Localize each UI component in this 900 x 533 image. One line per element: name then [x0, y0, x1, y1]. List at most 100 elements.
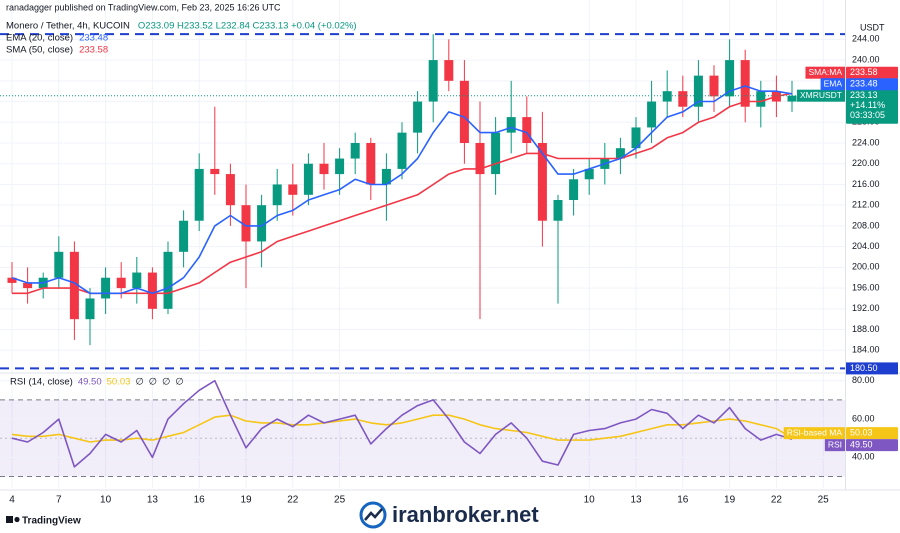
x-tick-label: 22: [771, 495, 783, 506]
rsi-legend-value: 49.50: [78, 377, 102, 388]
brand: TradingView: [22, 516, 81, 527]
price-tag-name: EMA: [824, 78, 843, 88]
watermark-icon: [364, 508, 383, 521]
candle-body: [475, 143, 485, 175]
candle-body: [241, 205, 251, 242]
candle-body: [54, 251, 64, 278]
candle-body: [397, 132, 407, 169]
price-tag-box: [846, 89, 898, 124]
rsi-legend-value: ∅: [135, 377, 143, 388]
rsi-legend-value: ∅: [149, 377, 157, 388]
watermark-icon: [359, 501, 387, 529]
y-tick-label: 240.00: [852, 54, 880, 64]
candle-body: [756, 91, 766, 107]
price-tag-name-box: [783, 427, 845, 440]
y-tick-label: 212.00: [852, 200, 880, 210]
logo-part: [14, 516, 20, 523]
indicator-name: SMA (50, close): [6, 45, 73, 56]
x-tick-label: 13: [630, 495, 642, 506]
y-tick-label: 220.00: [852, 158, 880, 168]
x-tick-label: 10: [584, 495, 596, 506]
price-tag-name: RSI-based MA: [787, 427, 843, 437]
candle-body: [709, 75, 719, 97]
y-tick-label: 184.00: [852, 345, 880, 355]
candle-body: [647, 101, 657, 128]
ohlc: O233.09 H233.52 L232.84 C233.13 +0.04 (+…: [138, 21, 357, 32]
x-tick-label: 16: [677, 495, 689, 506]
y-tick-label: 196.00: [852, 282, 880, 292]
candle-body: [459, 80, 469, 143]
candle-body: [179, 220, 189, 252]
indicator-value: 233.58: [79, 45, 108, 56]
candle-body: [319, 163, 329, 175]
indicator-line: [12, 92, 793, 295]
candle-body: [662, 91, 672, 102]
x-tick-label: 25: [818, 495, 830, 506]
price-tag-name: XMRUSDT: [800, 90, 842, 100]
candle-body: [116, 277, 126, 289]
x-tick-label: 19: [724, 495, 736, 506]
candle-body: [569, 179, 579, 200]
price-tag-value: 233.48: [850, 79, 878, 89]
y-tick-label: 200.00: [852, 262, 880, 272]
y-tick-label: 204.00: [852, 241, 880, 251]
price-tag-value: 50.03: [850, 428, 873, 438]
marks-layer: [0, 33, 845, 468]
indicator-value: 233.48: [79, 33, 108, 44]
candle-body: [257, 205, 267, 242]
candle-body: [631, 127, 641, 149]
price-tag-name-box: [796, 89, 845, 102]
price-tag-name-box: [805, 66, 845, 79]
tradingview-logo: TradingView: [6, 516, 81, 527]
indicator-name: EMA (20, close): [6, 33, 73, 44]
candle-body: [366, 143, 376, 185]
candle-body: [210, 168, 220, 175]
level-tag: 180.50: [850, 363, 878, 373]
x-tick-label: 10: [100, 495, 112, 506]
rsi-legend: RSI (14, close): [10, 377, 73, 388]
price-tag-box: [846, 439, 898, 452]
candle-body: [615, 148, 625, 159]
y-tick-label: 40.00: [852, 452, 875, 462]
price-tag-value: 233.58: [850, 67, 878, 77]
price-tag-name: RSI: [828, 439, 842, 449]
rsi-line: [11, 379, 793, 468]
candle-body: [428, 60, 438, 102]
y-tick-label: 224.00: [852, 137, 880, 147]
price-tag-box: [846, 66, 898, 79]
candle-body: [491, 132, 501, 175]
watermark: iranbroker.net: [359, 501, 539, 529]
x-tick-label: 25: [334, 495, 346, 506]
price-tag-name: SMA:MA: [808, 67, 842, 77]
candle-body: [7, 277, 17, 283]
candle-body: [23, 282, 33, 289]
indicator-line: [11, 85, 793, 295]
candle-body: [147, 272, 157, 309]
countdown: 03:33:05: [850, 110, 885, 120]
candle-body: [381, 168, 391, 185]
price-tag-name-box: [820, 78, 845, 91]
logo-part: [6, 516, 13, 523]
y-tick-label: 244.00: [852, 34, 880, 44]
y-tick-label: 60.00: [852, 413, 875, 423]
candle-body: [350, 143, 360, 159]
symbol: Monero / Tether, 4h, KUCOIN: [6, 21, 130, 32]
candle-body: [85, 298, 95, 320]
price-tag-box: [846, 427, 898, 440]
watermark-text: iranbroker.net: [392, 502, 539, 527]
x-tick-label: 13: [147, 495, 159, 506]
candle-body: [132, 272, 142, 289]
y-tick-label: 80.00: [852, 375, 875, 385]
candle-body: [740, 60, 750, 107]
price-tag-box: [846, 78, 898, 91]
candle-body: [678, 91, 688, 107]
candle-body: [303, 163, 313, 195]
candle-body: [413, 101, 423, 133]
y-tick-label: 208.00: [852, 220, 880, 230]
candle-body: [584, 168, 594, 180]
price-tag-name-box: [824, 439, 845, 452]
candle-body: [335, 158, 345, 175]
y-tick-label: 192.00: [852, 303, 880, 313]
candle-body: [444, 60, 454, 81]
